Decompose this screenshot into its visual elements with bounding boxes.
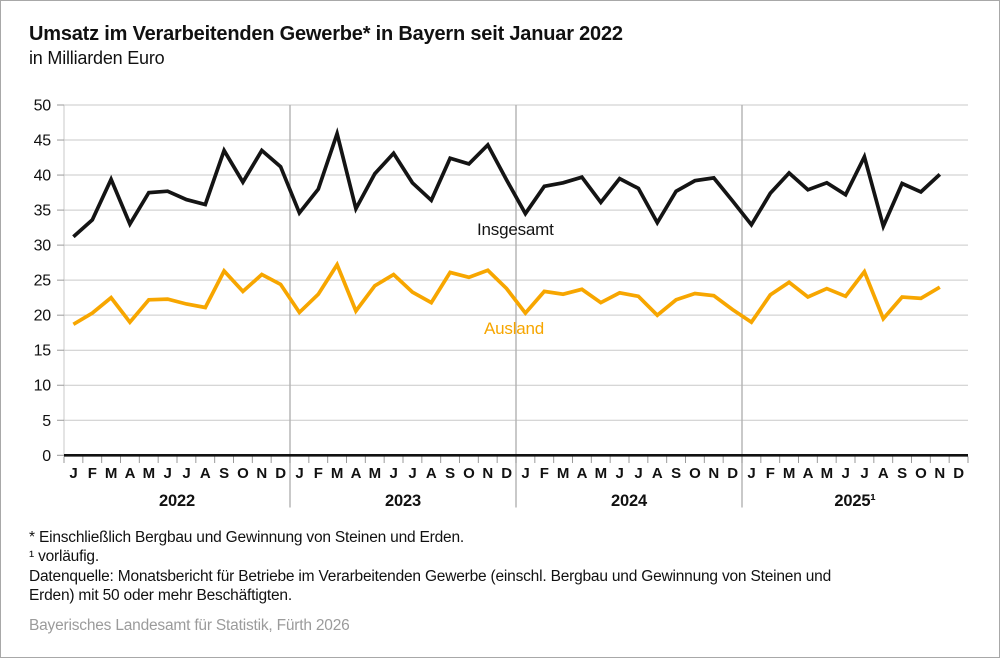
month-label: J — [408, 465, 416, 482]
series-label-insgesamt: Insgesamt — [477, 220, 554, 239]
month-label: D — [727, 465, 738, 482]
year-label: 2022 — [159, 492, 195, 510]
month-label: S — [445, 465, 455, 482]
footnote-provisional: ¹ vorläufig. — [29, 548, 99, 565]
month-label: A — [200, 465, 211, 482]
source-note-line1: Datenquelle: Monatsbericht für Betriebe … — [29, 568, 831, 585]
month-label: S — [897, 465, 907, 482]
month-label: J — [521, 465, 529, 482]
y-tick-label: 30 — [34, 238, 52, 255]
month-label: M — [557, 465, 569, 482]
month-label: J — [69, 465, 77, 482]
month-label: S — [219, 465, 229, 482]
month-label: N — [482, 465, 493, 482]
month-label: F — [88, 465, 97, 482]
month-label: N — [934, 465, 945, 482]
chart-subtitle: in Milliarden Euro — [29, 48, 165, 68]
month-label: N — [708, 465, 719, 482]
y-tick-label: 50 — [34, 98, 52, 115]
month-label: O — [237, 465, 249, 482]
month-label: A — [878, 465, 889, 482]
month-label: M — [595, 465, 607, 482]
year-label: 2023 — [385, 492, 421, 510]
month-label: J — [182, 465, 190, 482]
y-tick-label: 15 — [34, 343, 52, 360]
month-label: A — [426, 465, 437, 482]
month-label: M — [105, 465, 117, 482]
month-label: A — [803, 465, 814, 482]
month-label: J — [390, 465, 398, 482]
month-label: M — [783, 465, 795, 482]
month-label: A — [125, 465, 136, 482]
month-label: O — [689, 465, 701, 482]
publisher-credit: Bayerisches Landesamt für Statistik, Für… — [29, 617, 350, 634]
month-label: J — [164, 465, 172, 482]
month-label: F — [766, 465, 775, 482]
year-label: 2024 — [611, 492, 648, 510]
month-label: F — [540, 465, 549, 482]
month-label: J — [295, 465, 303, 482]
month-label: M — [331, 465, 343, 482]
y-tick-label: 35 — [34, 203, 52, 220]
series-line-ausland — [72, 260, 941, 326]
month-label: J — [634, 465, 642, 482]
y-tick-label: 0 — [42, 448, 51, 465]
month-label: A — [652, 465, 663, 482]
month-label: J — [842, 465, 850, 482]
month-label: A — [351, 465, 362, 482]
month-label: F — [314, 465, 323, 482]
y-tick-label: 45 — [34, 133, 52, 150]
month-label: M — [143, 465, 155, 482]
series-line-insgesamt — [72, 127, 942, 239]
footnote-asterisk: * Einschließlich Bergbau und Gewinnung v… — [29, 529, 465, 546]
y-tick-label: 5 — [42, 413, 51, 430]
month-label: S — [671, 465, 681, 482]
month-label: O — [463, 465, 475, 482]
month-label: D — [501, 465, 512, 482]
month-label: D — [953, 465, 964, 482]
y-tick-label: 25 — [34, 273, 52, 290]
y-tick-label: 40 — [34, 168, 52, 185]
chart-title: Umsatz im Verarbeitenden Gewerbe* in Bay… — [29, 23, 623, 45]
source-note-line2: Erden) mit 50 oder mehr Beschäftigten. — [29, 587, 292, 604]
month-label: J — [616, 465, 624, 482]
month-label: J — [860, 465, 868, 482]
year-label: 2025¹ — [834, 492, 875, 510]
month-label: M — [821, 465, 833, 482]
month-label: A — [577, 465, 588, 482]
month-label: N — [256, 465, 267, 482]
month-label: J — [747, 465, 755, 482]
month-label: D — [275, 465, 286, 482]
y-tick-label: 10 — [34, 378, 52, 395]
series-label-ausland: Ausland — [484, 319, 545, 338]
y-tick-label: 20 — [34, 308, 52, 325]
month-label: O — [915, 465, 927, 482]
month-label: M — [369, 465, 381, 482]
